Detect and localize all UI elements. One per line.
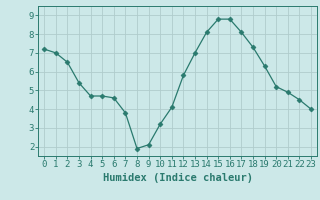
X-axis label: Humidex (Indice chaleur): Humidex (Indice chaleur) [103, 173, 252, 183]
